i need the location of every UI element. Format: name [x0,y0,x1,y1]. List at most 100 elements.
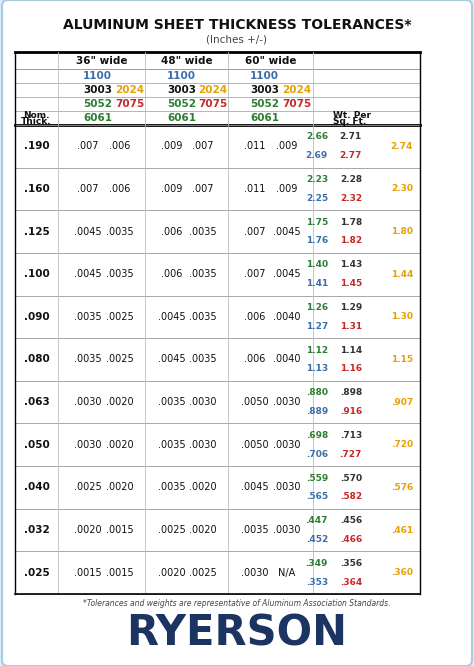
Text: 1.26: 1.26 [306,303,328,312]
Text: .007: .007 [77,141,99,151]
Text: 2.28: 2.28 [340,175,362,184]
Text: .0030: .0030 [273,482,301,492]
Text: .706: .706 [306,450,328,459]
Text: 2024: 2024 [198,85,227,95]
Text: 1.43: 1.43 [340,260,362,269]
Text: .007: .007 [244,226,266,236]
Text: Nom.: Nom. [23,111,50,119]
Text: 1.45: 1.45 [340,279,362,288]
Text: .452: .452 [306,535,328,544]
Text: .009: .009 [276,184,298,194]
Text: 2.71: 2.71 [340,133,362,141]
Text: 5052: 5052 [250,99,279,109]
Text: 1100: 1100 [83,71,112,81]
Text: 2024: 2024 [115,85,144,95]
Text: .0025: .0025 [106,312,134,322]
Text: 2.77: 2.77 [340,151,362,161]
Text: .880: .880 [306,388,328,397]
Text: .0045: .0045 [273,269,301,279]
Text: .576: .576 [391,483,413,492]
Text: .100: .100 [24,269,49,279]
Text: Thick.: Thick. [21,117,52,127]
Text: 1.44: 1.44 [391,270,413,279]
Text: .0020: .0020 [106,482,134,492]
Text: .0020: .0020 [189,482,217,492]
Text: .466: .466 [340,535,362,544]
Text: .364: .364 [340,577,362,587]
Text: .011: .011 [244,141,266,151]
Text: .0035: .0035 [241,525,269,535]
Text: .0025: .0025 [189,567,217,577]
Text: .447: .447 [306,516,328,525]
Text: .0035: .0035 [106,226,134,236]
Text: .0030: .0030 [273,525,301,535]
Text: 1.12: 1.12 [306,346,328,354]
Text: .0030: .0030 [273,397,301,407]
Text: .0020: .0020 [189,525,217,535]
Text: .0030: .0030 [273,440,301,450]
Text: .0035: .0035 [158,482,186,492]
Text: 2.25: 2.25 [306,194,328,203]
Text: .570: .570 [340,474,362,483]
Text: .0015: .0015 [74,567,102,577]
Text: 2024: 2024 [282,85,311,95]
Text: 1.41: 1.41 [306,279,328,288]
Text: .353: .353 [306,577,328,587]
Text: .007: .007 [77,184,99,194]
Text: .190: .190 [24,141,49,151]
Text: .006: .006 [244,312,266,322]
Text: 7075: 7075 [198,99,227,109]
Text: .0025: .0025 [158,525,186,535]
Text: .0050: .0050 [241,440,269,450]
Text: Wt. Per: Wt. Per [333,111,371,119]
Text: .0035: .0035 [158,440,186,450]
Text: N/A: N/A [278,567,296,577]
Text: 2.69: 2.69 [306,151,328,161]
Text: .006: .006 [161,226,182,236]
Text: 1.15: 1.15 [391,355,413,364]
Text: .0030: .0030 [189,397,217,407]
Text: 1.29: 1.29 [340,303,362,312]
Text: 1100: 1100 [167,71,196,81]
Text: .025: .025 [24,567,49,577]
Text: 5052: 5052 [83,99,112,109]
Text: (Inches +/-): (Inches +/-) [207,35,267,45]
Text: .0020: .0020 [106,397,134,407]
Text: 1.27: 1.27 [306,322,328,331]
Text: .0030: .0030 [189,440,217,450]
Text: .0020: .0020 [158,567,186,577]
Text: .0035: .0035 [158,397,186,407]
Text: .0045: .0045 [241,482,269,492]
Text: .0025: .0025 [106,354,134,364]
Text: 1.82: 1.82 [340,236,362,246]
Text: .009: .009 [161,141,182,151]
Text: .559: .559 [306,474,328,483]
Text: .0035: .0035 [189,312,217,322]
Text: .0035: .0035 [74,312,102,322]
Text: .0015: .0015 [106,525,134,535]
Text: .050: .050 [24,440,49,450]
Text: .0045: .0045 [158,312,186,322]
Text: .0045: .0045 [74,226,102,236]
Text: 6061: 6061 [250,113,279,123]
Text: 48" wide: 48" wide [161,55,212,65]
Text: 1.80: 1.80 [391,227,413,236]
Text: .0045: .0045 [273,226,301,236]
Text: Sq. Ft.: Sq. Ft. [333,117,366,127]
Text: .006: .006 [161,269,182,279]
Text: .0035: .0035 [189,269,217,279]
Text: ALUMINUM SHEET THICKNESS TOLERANCES*: ALUMINUM SHEET THICKNESS TOLERANCES* [63,18,411,32]
Text: 3003: 3003 [83,85,112,95]
Text: .0035: .0035 [74,354,102,364]
Text: .009: .009 [276,141,298,151]
Text: .0020: .0020 [74,525,102,535]
Text: .006: .006 [109,184,131,194]
Text: .456: .456 [340,516,362,525]
Text: 2.66: 2.66 [306,133,328,141]
Text: .898: .898 [340,388,362,397]
Text: .349: .349 [306,559,328,568]
Text: .125: .125 [24,226,49,236]
Text: .360: .360 [391,568,413,577]
Text: .0030: .0030 [241,567,269,577]
Text: .713: .713 [340,431,362,440]
